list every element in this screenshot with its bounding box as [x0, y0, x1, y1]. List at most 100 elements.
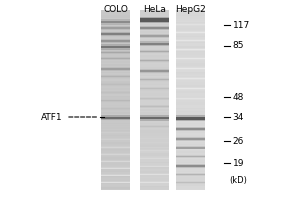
Bar [140, 29, 169, 31]
Bar [176, 134, 205, 136]
Bar [176, 140, 205, 142]
Text: (kD): (kD) [230, 176, 247, 184]
Bar [101, 52, 130, 53]
Bar [140, 42, 169, 43]
Bar [140, 132, 169, 133]
Bar [101, 76, 130, 77]
Bar [140, 134, 169, 136]
Bar [176, 47, 205, 49]
Bar [140, 34, 169, 36]
Bar [101, 138, 130, 139]
Bar [176, 182, 205, 183]
Bar [176, 40, 205, 42]
Bar [176, 145, 205, 146]
Bar [176, 58, 205, 60]
Text: 117: 117 [232, 21, 250, 29]
Bar [176, 28, 205, 29]
Bar [176, 49, 205, 51]
Bar [101, 81, 130, 82]
Bar [176, 84, 205, 85]
Bar [140, 28, 169, 30]
Bar [101, 64, 130, 66]
Bar [101, 18, 130, 19]
Bar [101, 106, 130, 108]
Bar [101, 170, 130, 172]
Bar [140, 97, 169, 98]
Bar [140, 20, 169, 23]
Bar [101, 28, 130, 30]
Bar [140, 144, 169, 145]
Bar [101, 148, 130, 150]
Bar [140, 187, 169, 188]
Bar [101, 84, 130, 86]
Bar [176, 40, 205, 42]
Bar [176, 129, 205, 131]
Bar [140, 151, 169, 152]
Bar [101, 40, 130, 42]
Bar [140, 165, 169, 166]
Bar [176, 82, 205, 84]
Bar [140, 142, 169, 144]
Bar [101, 108, 130, 110]
Bar [176, 156, 205, 157]
Bar [101, 79, 130, 81]
Bar [176, 37, 205, 38]
Bar [101, 114, 130, 115]
Bar [176, 24, 205, 25]
Bar [101, 32, 130, 34]
Bar [140, 115, 169, 118]
Bar [176, 25, 205, 26]
Bar [140, 162, 169, 163]
Bar [140, 90, 169, 91]
Bar [140, 117, 169, 119]
Bar [101, 163, 130, 164]
Bar [101, 154, 130, 156]
Bar [140, 88, 169, 90]
Bar [140, 96, 169, 97]
Bar [140, 146, 169, 148]
Bar [140, 122, 169, 124]
Bar [101, 69, 130, 71]
Bar [176, 78, 205, 80]
Bar [140, 32, 169, 34]
Bar [176, 151, 205, 152]
Bar [176, 127, 205, 129]
Bar [140, 175, 169, 176]
Bar [101, 145, 130, 146]
Bar [140, 154, 169, 156]
Bar [176, 129, 205, 130]
Bar [176, 126, 205, 127]
Bar [140, 84, 169, 85]
Bar [176, 31, 205, 32]
Bar [176, 94, 205, 96]
Bar [101, 72, 130, 73]
Bar [140, 182, 169, 184]
Bar [101, 182, 130, 183]
Bar [140, 87, 169, 88]
Bar [176, 32, 205, 34]
Bar [101, 184, 130, 186]
Bar [101, 75, 130, 77]
Bar [101, 127, 130, 129]
Bar [176, 31, 205, 33]
Bar [176, 154, 205, 156]
Bar [176, 106, 205, 108]
Bar [176, 187, 205, 188]
Text: HepG2: HepG2 [175, 5, 206, 14]
Bar [140, 18, 169, 19]
Bar [176, 32, 205, 34]
Bar [140, 136, 169, 138]
Bar [140, 125, 169, 126]
Bar [176, 118, 205, 119]
Bar [101, 59, 130, 60]
Bar [176, 178, 205, 180]
Bar [140, 126, 169, 127]
Bar [176, 162, 205, 163]
Bar [140, 157, 169, 158]
Bar [101, 124, 130, 126]
Bar [101, 52, 130, 53]
Bar [101, 109, 130, 110]
Bar [140, 158, 169, 159]
Bar [101, 58, 130, 59]
Bar [176, 55, 205, 56]
